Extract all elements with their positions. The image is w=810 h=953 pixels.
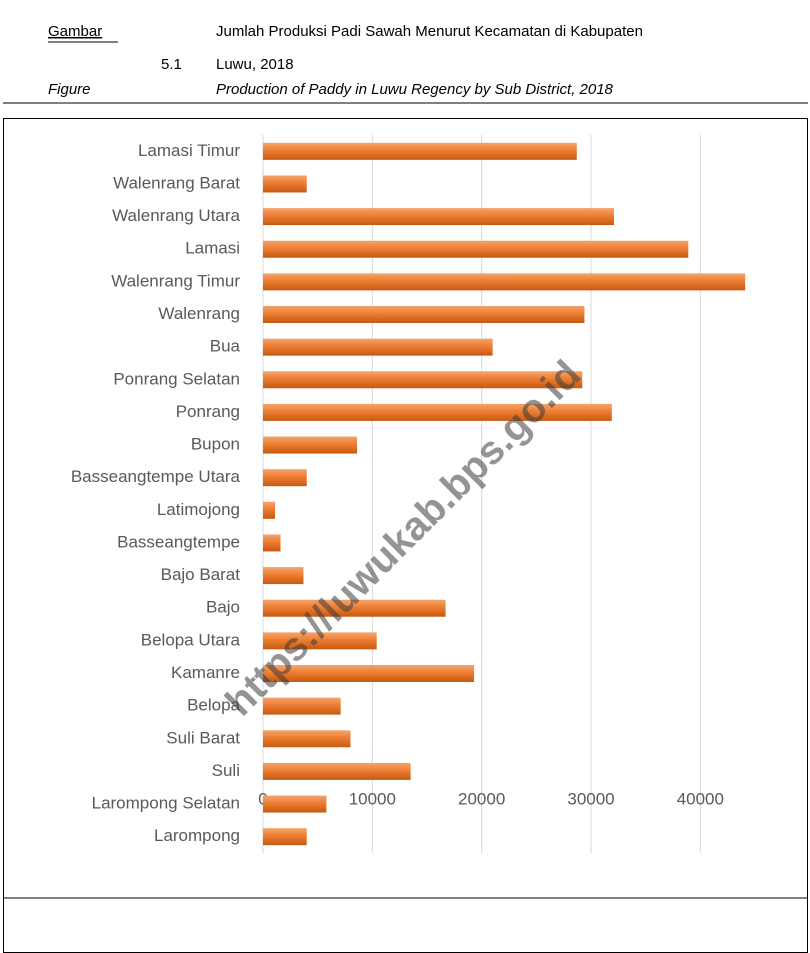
y-tick-label: Suli Barat <box>166 728 240 747</box>
y-tick-label: Bajo <box>206 598 240 617</box>
y-tick-label: Walenrang Utara <box>112 206 240 225</box>
bar <box>263 567 304 585</box>
bar <box>263 665 475 682</box>
y-tick-label: Walenrang Timur <box>111 271 240 290</box>
bar <box>263 534 281 552</box>
bar <box>263 142 577 160</box>
x-tick-label: 10000 <box>349 789 396 808</box>
x-tick-label: 30000 <box>567 789 614 808</box>
label-id: Gambar <box>48 23 102 40</box>
label-en: Figure <box>48 81 91 98</box>
y-tick-label: Larompong Selatan <box>92 794 240 813</box>
y-tick-label: Basseangtempe <box>117 532 240 551</box>
bar <box>263 371 583 389</box>
x-tick-label: 20000 <box>458 789 505 808</box>
bar <box>263 338 493 356</box>
y-tick-label: Bupon <box>191 435 240 454</box>
y-tick-label: Larompong <box>154 826 240 845</box>
bar <box>263 828 307 846</box>
bar <box>263 273 746 291</box>
bar <box>263 501 276 519</box>
bar <box>263 175 307 193</box>
bar <box>263 795 327 813</box>
bar <box>263 632 377 650</box>
y-tick-label: Lamasi Timur <box>138 141 240 160</box>
bar <box>263 403 612 421</box>
bar <box>263 469 307 487</box>
y-tick-label: Bajo Barat <box>161 565 241 584</box>
y-tick-label: Basseangtempe Utara <box>71 467 241 486</box>
y-tick-label: Latimojong <box>157 500 240 519</box>
figure-number: 5.1 <box>161 56 182 73</box>
y-tick-label: Kamanre <box>171 663 240 682</box>
bar <box>263 762 411 780</box>
bar <box>263 240 689 258</box>
bar <box>263 599 446 617</box>
y-tick-label: Belopa Utara <box>141 630 241 649</box>
plot: 010000200003000040000Lamasi TimurWalenra… <box>71 135 746 853</box>
bar <box>263 436 358 454</box>
y-tick-label: Belopa <box>187 696 240 715</box>
y-tick-label: Ponrang Selatan <box>113 369 240 388</box>
y-tick-label: Walenrang Barat <box>113 173 240 192</box>
bar <box>263 697 341 715</box>
y-tick-label: Suli <box>212 761 240 780</box>
y-tick-label: Lamasi <box>185 239 240 258</box>
bar <box>263 208 614 226</box>
title-id: Jumlah Produksi Padi Sawah Menurut Kecam… <box>216 23 643 73</box>
y-tick-label: Ponrang <box>176 402 240 421</box>
x-tick-label: 40000 <box>677 789 724 808</box>
title-en: Production of Paddy in Luwu Regency by S… <box>216 81 614 98</box>
y-tick-label: Walenrang <box>158 304 240 323</box>
y-tick-label: Bua <box>210 337 241 356</box>
bar <box>263 730 351 748</box>
bar <box>263 306 585 323</box>
